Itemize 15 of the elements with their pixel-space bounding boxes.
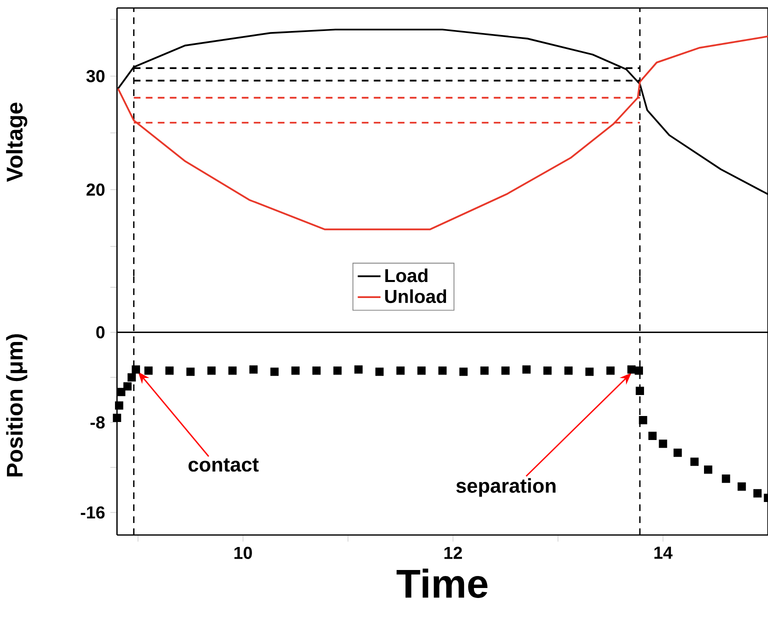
y-tick-label: -16 <box>80 506 105 519</box>
annotation: contact <box>188 458 259 472</box>
x-tick-label: 14 <box>654 546 673 559</box>
legend-label: Unload <box>385 289 446 304</box>
y-tick-label: 20 <box>86 184 105 196</box>
y-axis-title: Position (μm) <box>6 334 28 476</box>
x-axis-title: Time <box>396 568 488 598</box>
x-tick-label: 12 <box>444 546 462 559</box>
legend-label: Load <box>385 268 428 282</box>
y-tick-label: -8 <box>90 416 105 429</box>
annotation: separation <box>456 478 556 497</box>
x-tick-label: 10 <box>234 546 252 560</box>
y-axis-title: Voltage <box>6 102 28 182</box>
y-tick-label: 30 <box>86 70 105 82</box>
y-tick-label: 0 <box>96 326 105 338</box>
